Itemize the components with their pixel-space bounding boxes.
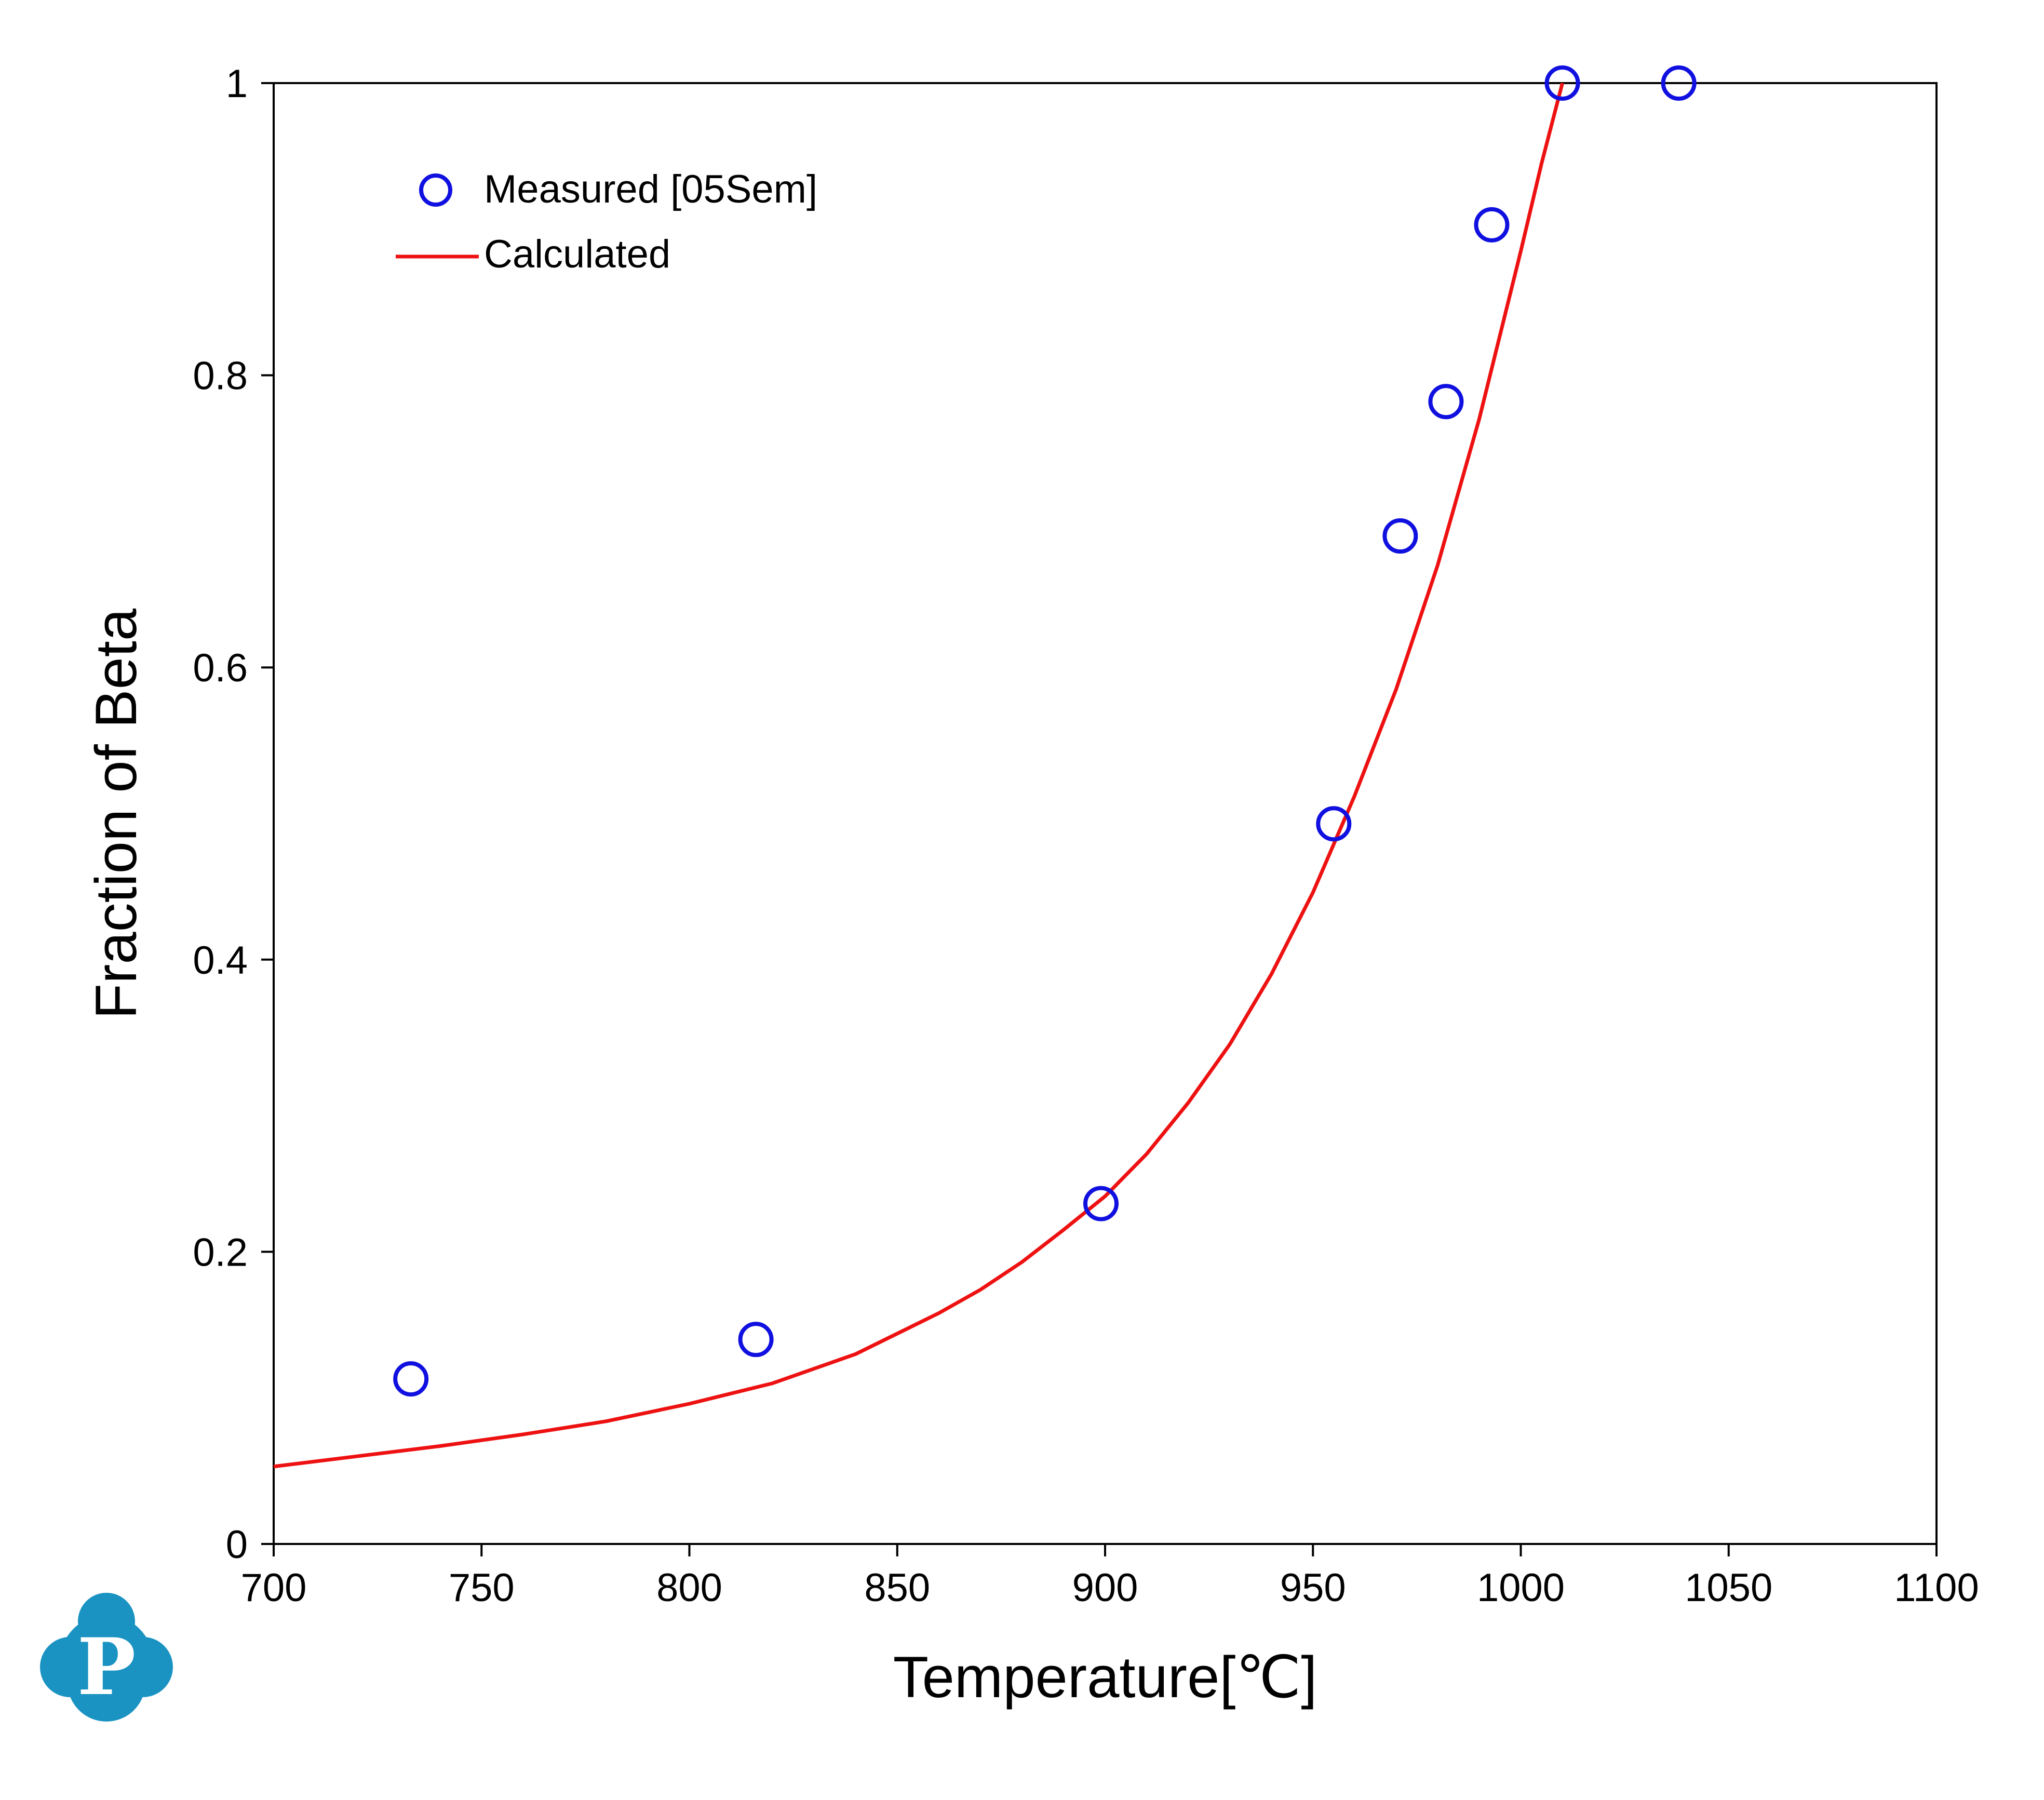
measured-point xyxy=(738,1322,774,1358)
measured-point xyxy=(1083,1186,1119,1221)
y-axis-ticks: 0 0.2 0.4 0.6 0.8 1 xyxy=(193,62,274,1567)
y-tick-label: 0.2 xyxy=(193,1230,248,1274)
calculated-line xyxy=(273,83,1564,1469)
x-tick-label: 750 xyxy=(449,1566,515,1610)
measured-point xyxy=(1428,384,1464,420)
x-tick-label: 1000 xyxy=(1477,1566,1565,1610)
measured-point xyxy=(1382,518,1418,554)
y-tick-label: 1 xyxy=(226,62,248,106)
measured-point xyxy=(1661,65,1697,101)
company-logo: P xyxy=(40,1593,173,1722)
measured-point xyxy=(1316,806,1352,842)
logo-letter: P xyxy=(77,1621,136,1713)
legend-calculated-label: Calculated xyxy=(484,232,670,276)
x-axis-title: Temperature[℃] xyxy=(893,1645,1317,1710)
legend-measured-marker xyxy=(419,173,452,207)
x-tick-label: 850 xyxy=(864,1566,930,1610)
logo-blob-bottom xyxy=(68,1644,145,1722)
x-tick-label: 1050 xyxy=(1685,1566,1772,1610)
legend: Measured [05Sem] Calculated xyxy=(396,167,817,276)
y-tick-label: 0.8 xyxy=(193,354,248,398)
measured-series xyxy=(393,65,1697,1397)
x-tick-label: 800 xyxy=(656,1566,722,1610)
x-tick-label: 1100 xyxy=(1894,1566,1979,1610)
x-tick-label: 700 xyxy=(241,1566,307,1610)
measured-point xyxy=(393,1361,429,1397)
y-tick-label: 0 xyxy=(226,1523,248,1567)
x-axis-ticks: 700 750 800 850 900 950 1000 1050 1100 xyxy=(241,1544,1979,1610)
legend-measured-label: Measured [05Sem] xyxy=(484,167,817,211)
calculated-series xyxy=(273,83,1564,1469)
y-tick-label: 0.6 xyxy=(193,646,248,690)
measured-point xyxy=(1474,207,1510,243)
measured-point xyxy=(1544,65,1580,101)
x-tick-label: 950 xyxy=(1280,1566,1346,1610)
y-tick-label: 0.4 xyxy=(193,938,248,983)
y-axis-title: Fraction of Beta xyxy=(84,608,149,1019)
x-tick-label: 900 xyxy=(1072,1566,1138,1610)
